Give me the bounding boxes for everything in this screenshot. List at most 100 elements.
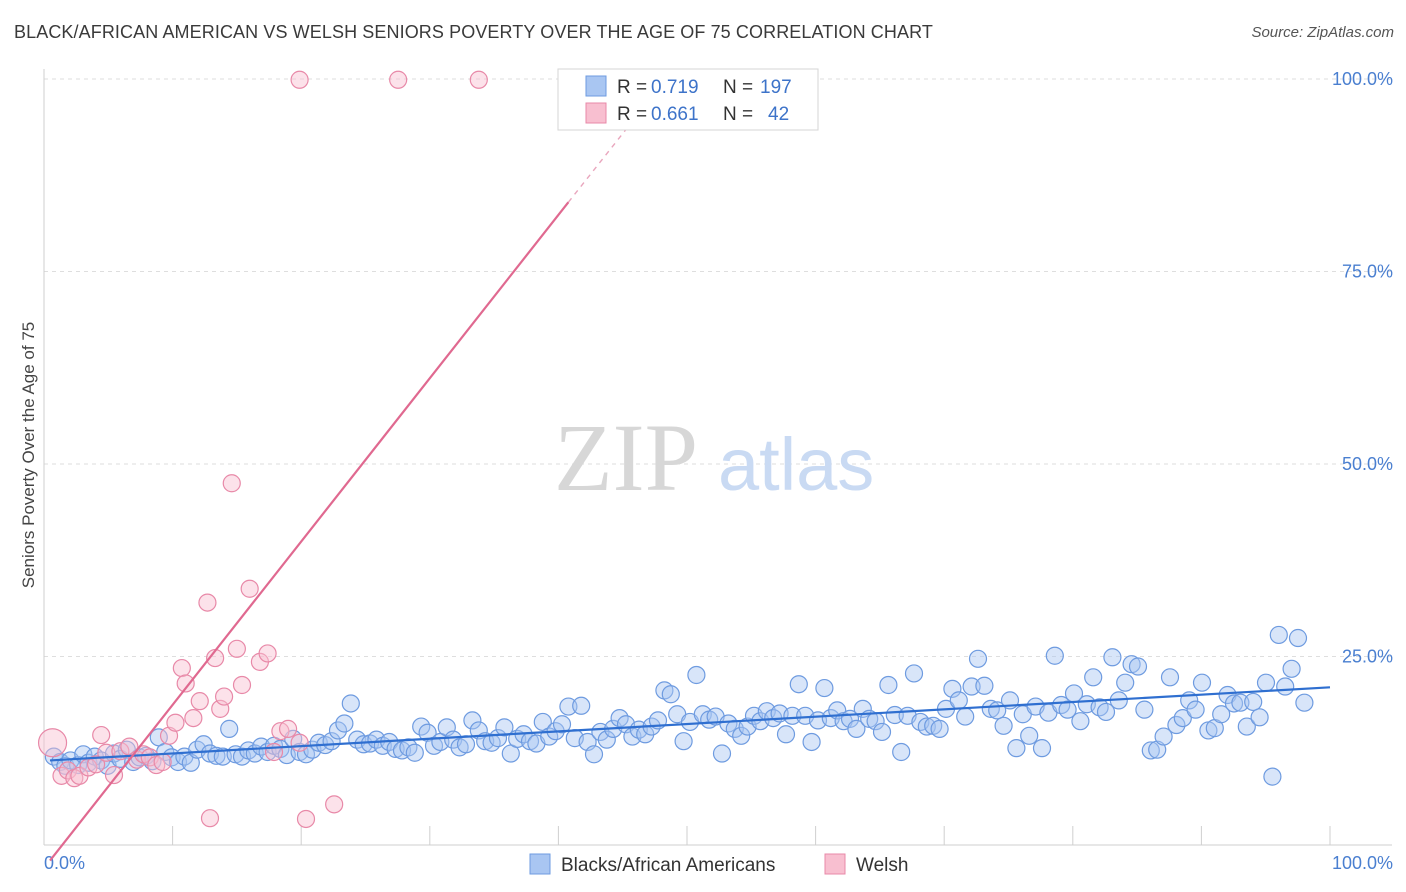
point-blacks <box>1244 692 1263 712</box>
point-blacks <box>956 707 975 726</box>
point-blacks <box>1135 700 1154 719</box>
point-blacks <box>847 719 866 738</box>
point-blacks <box>572 696 591 715</box>
point-blacks <box>879 675 898 695</box>
bottom-legend-label-welsh: Welsh <box>856 855 908 876</box>
point-blacks <box>674 732 693 751</box>
point-blacks <box>1128 657 1148 676</box>
point-welsh <box>176 674 195 693</box>
grid-lines <box>44 78 1392 657</box>
trend-lines <box>49 120 1331 862</box>
point-blacks <box>1212 705 1231 724</box>
point-blacks <box>802 732 821 752</box>
point-blacks <box>552 715 572 734</box>
point-welsh <box>232 675 252 695</box>
legend: R = 0.719 N = 197 R = 0.661 N = 42 <box>557 68 819 131</box>
point-welsh <box>214 687 234 706</box>
bottom-legend-label-blacks: Blacks/African Americans <box>561 855 775 876</box>
point-welsh <box>389 70 408 89</box>
point-welsh <box>222 474 241 493</box>
source-label: Source: ZipAtlas.com <box>1251 24 1394 41</box>
legend-n-label-blacks: N = <box>723 77 753 98</box>
point-welsh <box>198 593 217 612</box>
trend-line-blacks <box>49 686 1331 762</box>
point-blacks <box>1231 693 1250 712</box>
point-welsh <box>104 765 124 785</box>
point-blacks <box>1103 648 1122 667</box>
point-blacks <box>732 726 751 745</box>
y-tick-label: 50.0% <box>1342 454 1393 474</box>
watermark-atlas: atlas <box>718 423 874 506</box>
legend-r-value-blacks: 0.719 <box>651 77 699 98</box>
point-blacks <box>904 664 924 683</box>
point-blacks <box>1096 702 1116 722</box>
bottom-legend-swatch-welsh <box>824 853 846 875</box>
point-welsh <box>86 755 106 774</box>
axes <box>43 69 1392 846</box>
point-blacks <box>776 725 796 744</box>
point-blacks <box>1154 727 1173 746</box>
point-blacks <box>962 677 981 696</box>
point-blacks <box>789 675 808 694</box>
y-tick-label: 75.0% <box>1342 262 1393 282</box>
point-blacks <box>1256 673 1276 692</box>
chart-title: BLACK/AFRICAN AMERICAN VS WELSH SENIORS … <box>14 22 933 42</box>
point-blacks <box>456 735 476 754</box>
x-tick-marks <box>172 826 1331 845</box>
point-blacks <box>885 705 904 725</box>
point-blacks <box>943 679 962 698</box>
point-welsh <box>290 70 309 89</box>
point-welsh <box>296 809 316 829</box>
point-blacks <box>981 699 1000 718</box>
point-blacks <box>1263 767 1282 786</box>
point-blacks <box>328 721 348 740</box>
series-welsh-points <box>37 70 488 829</box>
point-blacks <box>405 743 424 762</box>
point-blacks <box>975 676 994 695</box>
point-welsh <box>184 708 203 728</box>
legend-r-label-blacks: R = <box>617 77 647 98</box>
point-welsh <box>92 725 111 745</box>
point-blacks <box>994 716 1013 735</box>
point-welsh <box>290 733 309 752</box>
x-tick-label-max: 100.0% <box>1332 853 1393 873</box>
bottom-legend-swatch-blacks <box>529 853 551 875</box>
point-welsh <box>190 692 209 711</box>
y-tick-label: 25.0% <box>1342 647 1393 667</box>
point-blacks <box>1224 694 1244 713</box>
point-blacks <box>930 719 949 738</box>
point-blacks <box>1250 708 1269 727</box>
legend-swatch-blacks <box>585 75 607 97</box>
watermark: ZIP atlas <box>554 404 874 511</box>
point-blacks <box>1167 715 1186 735</box>
watermark-zip: ZIP <box>554 404 698 511</box>
point-welsh <box>172 658 191 678</box>
point-blacks <box>1173 708 1192 728</box>
point-welsh <box>37 728 68 758</box>
point-welsh <box>227 639 246 658</box>
point-blacks <box>1186 700 1205 719</box>
point-blacks <box>712 744 732 763</box>
point-blacks <box>463 711 482 730</box>
point-blacks <box>1141 741 1160 760</box>
legend-n-value-welsh: 42 <box>768 104 789 125</box>
point-blacks <box>1269 625 1288 645</box>
point-blacks <box>1045 646 1064 665</box>
point-blacks <box>495 718 514 737</box>
point-blacks <box>597 730 616 749</box>
y-axis-label: Seniors Poverty Over the Age of 75 <box>19 322 38 588</box>
point-blacks <box>1032 739 1052 758</box>
point-blacks <box>1288 628 1308 648</box>
point-blacks <box>1282 659 1301 678</box>
point-blacks <box>1160 668 1180 687</box>
trend-line-welsh-extension <box>567 120 633 203</box>
point-blacks <box>1084 668 1103 687</box>
point-welsh <box>469 70 488 89</box>
point-blacks <box>584 745 604 764</box>
point-welsh <box>166 713 185 732</box>
point-blacks <box>194 735 213 754</box>
legend-n-label-welsh: N = <box>723 104 753 125</box>
point-welsh <box>240 579 259 598</box>
x-tick-label-min: 0.0% <box>44 853 85 873</box>
